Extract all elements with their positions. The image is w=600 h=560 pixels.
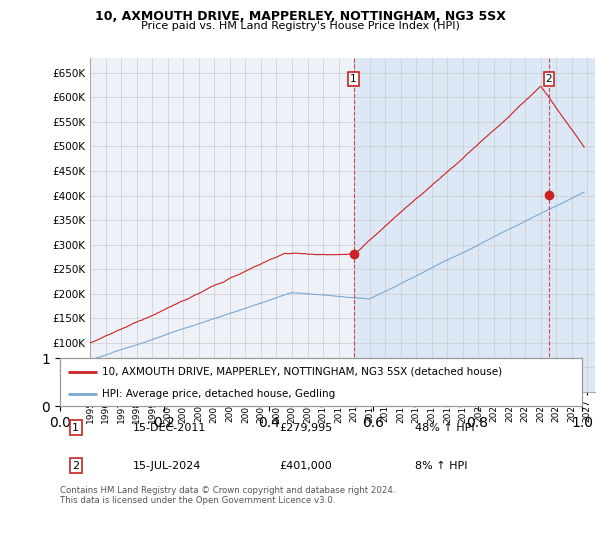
Bar <box>353 58 595 392</box>
Text: 2: 2 <box>72 461 79 471</box>
Text: £279,995: £279,995 <box>279 423 332 433</box>
Text: 8% ↑ HPI: 8% ↑ HPI <box>415 461 467 471</box>
Text: 2: 2 <box>545 74 553 83</box>
Text: Price paid vs. HM Land Registry's House Price Index (HPI): Price paid vs. HM Land Registry's House … <box>140 21 460 31</box>
Text: £401,000: £401,000 <box>279 461 332 471</box>
Text: HPI: Average price, detached house, Gedling: HPI: Average price, detached house, Gedl… <box>102 389 335 399</box>
Text: 10, AXMOUTH DRIVE, MAPPERLEY, NOTTINGHAM, NG3 5SX: 10, AXMOUTH DRIVE, MAPPERLEY, NOTTINGHAM… <box>95 10 505 22</box>
Text: 1: 1 <box>350 74 357 83</box>
Text: 15-JUL-2024: 15-JUL-2024 <box>133 461 202 471</box>
Text: 15-DEC-2011: 15-DEC-2011 <box>133 423 206 433</box>
Text: Contains HM Land Registry data © Crown copyright and database right 2024.
This d: Contains HM Land Registry data © Crown c… <box>60 486 395 506</box>
Text: 10, AXMOUTH DRIVE, MAPPERLEY, NOTTINGHAM, NG3 5SX (detached house): 10, AXMOUTH DRIVE, MAPPERLEY, NOTTINGHAM… <box>102 367 502 377</box>
Text: 48% ↑ HPI: 48% ↑ HPI <box>415 423 475 433</box>
Text: 1: 1 <box>72 423 79 433</box>
